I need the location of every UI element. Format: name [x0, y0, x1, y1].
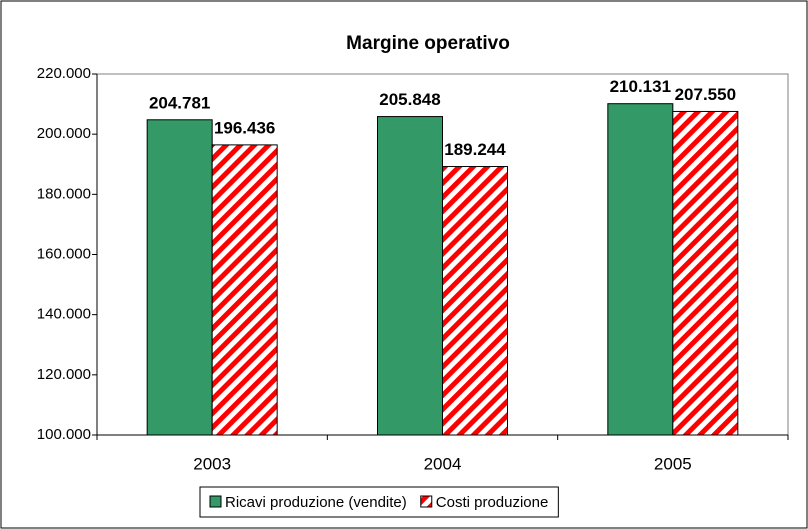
y-tick-label: 220.000 — [37, 65, 91, 82]
bar — [672, 110, 739, 436]
legend-label: Costi produzione — [436, 494, 549, 511]
bar — [146, 119, 213, 436]
chart-title: Margine operativo — [346, 33, 510, 54]
bar — [607, 103, 674, 436]
bar — [442, 166, 508, 436]
y-tick-label: 100.000 — [37, 426, 91, 443]
data-label: 189.244 — [444, 140, 506, 159]
bar — [211, 144, 278, 436]
y-tick-label: 140.000 — [37, 306, 91, 323]
y-tick-label: 160.000 — [37, 245, 91, 262]
data-label: 196.436 — [214, 118, 275, 137]
x-tick-label: 2005 — [654, 454, 692, 473]
y-tick-label: 120.000 — [37, 366, 91, 383]
legend-label: Ricavi produzione (vendite) — [225, 494, 407, 511]
legend-swatch — [420, 495, 433, 508]
legend-swatch — [209, 495, 222, 508]
legend: Ricavi produzione (vendite) Costi produzi… — [199, 486, 559, 518]
x-tick-label: 2003 — [193, 454, 231, 473]
x-tick-label: 2004 — [424, 454, 462, 473]
legend-box — [199, 486, 559, 518]
data-label: 207.550 — [675, 85, 736, 104]
bar — [377, 116, 443, 436]
data-label: 210.131 — [610, 77, 671, 96]
data-label: 205.848 — [379, 90, 440, 109]
data-label: 204.781 — [149, 93, 210, 112]
y-tick-label: 200.000 — [37, 125, 91, 142]
y-tick-label: 180.000 — [37, 185, 91, 202]
